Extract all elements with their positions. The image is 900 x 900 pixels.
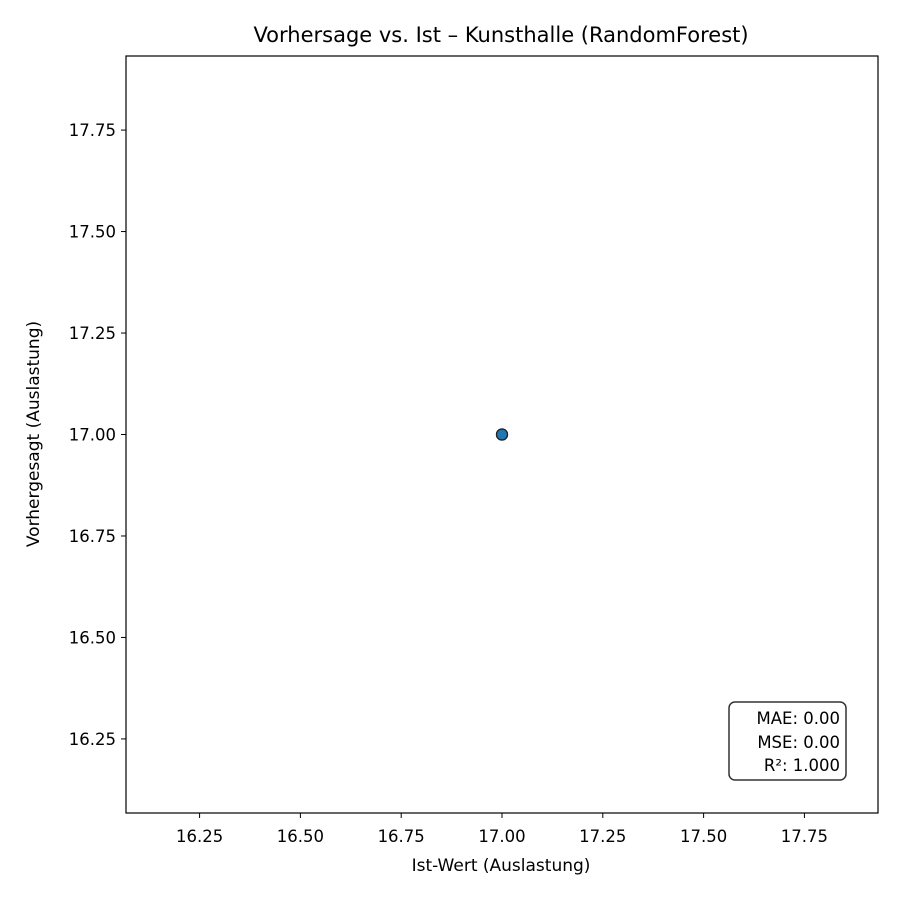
- x-tick-label: 16.50: [277, 827, 324, 846]
- y-axis-ticks: 16.25 16.50 16.75 17.00 17.25 17.50 17.75: [69, 121, 126, 749]
- y-tick-label: 16.25: [69, 730, 116, 749]
- y-tick-label: 17.75: [69, 121, 116, 140]
- x-tick-label: 17.25: [579, 827, 626, 846]
- y-axis-label: Vorhergesagt (Auslastung): [24, 321, 44, 547]
- x-tick-label: 17.75: [781, 827, 828, 846]
- r2-text: R²: 1.000: [764, 756, 840, 775]
- x-tick-label: 17.50: [680, 827, 727, 846]
- mse-text: MSE: 0.00: [757, 733, 840, 752]
- metrics-box-frame: [728, 701, 847, 781]
- data-points: [495, 428, 509, 441]
- metrics-box: MAE: 0.00 MSE: 0.00 R²: 1.000: [728, 701, 847, 781]
- data-point: [495, 428, 509, 441]
- mae-text: MAE: 0.00: [757, 709, 841, 728]
- chart-title: Vorhersage vs. Ist – Kunsthalle (RandomF…: [253, 23, 748, 47]
- x-tick-label: 16.25: [176, 827, 223, 846]
- y-tick-label: 17.50: [69, 223, 116, 242]
- x-axis-label: Ist-Wert (Auslastung): [412, 856, 591, 876]
- y-tick-label: 17.00: [69, 426, 116, 445]
- axes-frame: [125, 55, 879, 814]
- y-tick-label: 17.25: [69, 324, 116, 343]
- y-tick-label: 16.50: [69, 628, 116, 647]
- x-axis-ticks: 16.25 16.50 16.75 17.00 17.25 17.50 17.75: [176, 813, 828, 846]
- x-tick-label: 16.75: [378, 827, 425, 846]
- x-tick-label: 17.00: [478, 827, 525, 846]
- y-tick-label: 16.75: [69, 527, 116, 546]
